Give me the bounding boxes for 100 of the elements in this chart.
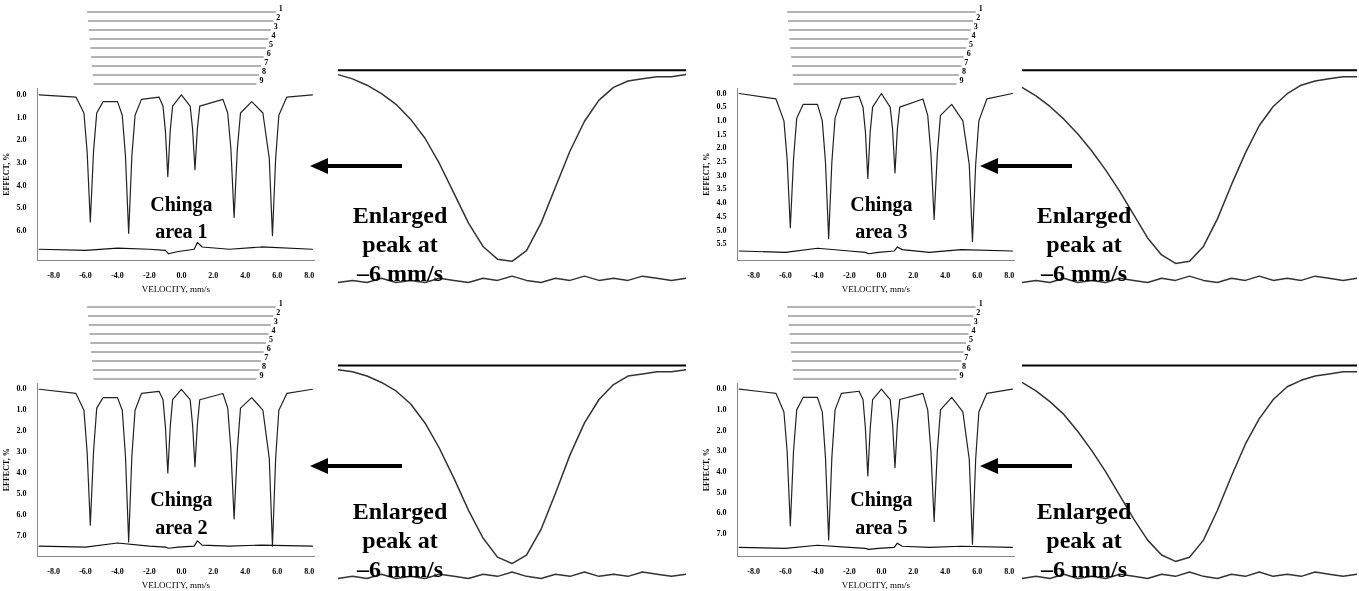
- text: 1: [278, 299, 283, 309]
- text: 3: [273, 22, 278, 32]
- text: 7: [264, 58, 269, 68]
- y-tick-label: 0.0: [16, 384, 27, 394]
- x-tick-label: 8.0: [1004, 271, 1015, 281]
- x-tick-label: 2.0: [208, 567, 219, 577]
- text: 5: [969, 335, 974, 345]
- y-tick-label: 1.0: [716, 404, 727, 414]
- text: 8: [961, 362, 966, 372]
- y-tick-label: 0.5: [716, 102, 727, 112]
- text: 8: [261, 67, 266, 77]
- text: 3: [973, 22, 978, 32]
- x-tick-label: -2.0: [843, 271, 856, 281]
- x-tick-label: 0.0: [876, 567, 887, 577]
- text: 3: [973, 317, 978, 327]
- x-tick-label: -8.0: [747, 271, 760, 281]
- text: 9: [259, 371, 264, 381]
- y-tick-label: 2.5: [716, 157, 727, 167]
- y-tick-label: 3.5: [716, 184, 727, 194]
- text: 9: [959, 371, 964, 381]
- y-axis-title: EFFECT, %: [1, 152, 11, 196]
- text: 7: [264, 353, 269, 363]
- text: 4: [271, 31, 276, 41]
- y-tick-label: 1.0: [16, 112, 27, 122]
- x-tick-label: -8.0: [47, 567, 60, 577]
- x-tick-label: 4.0: [940, 271, 951, 281]
- y-tick-label: 6.0: [16, 509, 27, 519]
- y-tick-label: 1.0: [16, 405, 27, 415]
- y-tick-label: 5.0: [716, 487, 727, 497]
- y-tick-label: 5.0: [16, 488, 27, 498]
- y-tick-label: 5.0: [16, 203, 27, 213]
- text: 3: [273, 317, 278, 327]
- text: 4: [971, 31, 976, 41]
- text: Chinga area 5: [850, 488, 913, 539]
- x-tick-label: -8.0: [747, 567, 760, 577]
- x-tick-label: 6.0: [972, 567, 983, 577]
- y-tick-label: 2.0: [16, 135, 27, 145]
- y-tick-label: 0.0: [716, 88, 727, 98]
- y-tick-label: 5.5: [716, 239, 727, 249]
- text: Chinga area 3: [850, 192, 913, 243]
- x-tick-label: 6.0: [272, 271, 283, 281]
- y-tick-label: 6.0: [716, 508, 727, 518]
- x-tick-label: -6.0: [779, 567, 792, 577]
- y-tick-label: 2.0: [716, 143, 727, 153]
- text: 8: [261, 362, 266, 372]
- x-tick-label: 8.0: [304, 271, 315, 281]
- y-tick-label: 4.0: [716, 466, 727, 476]
- y-tick-label: 3.0: [16, 158, 27, 168]
- y-tick-label: 2.0: [716, 425, 727, 435]
- x-axis-title: VELOCITY, mm/s: [141, 579, 211, 590]
- x-axis-title: VELOCITY, mm/s: [841, 283, 911, 294]
- text: 1: [978, 299, 983, 309]
- x-tick-label: 0.0: [176, 567, 187, 577]
- text: 8: [961, 67, 966, 77]
- annotation: Enlarged peak at –6 mm/s: [1036, 202, 1132, 286]
- x-tick-label: 8.0: [1004, 567, 1015, 577]
- x-tick-label: -4.0: [811, 567, 824, 577]
- x-tick-label: -6.0: [779, 271, 792, 281]
- y-tick-label: 3.0: [716, 170, 727, 180]
- text: 6: [266, 49, 271, 59]
- text: 6: [966, 344, 971, 354]
- y-axis-title: EFFECT, %: [701, 448, 711, 492]
- y-axis-title: EFFECT, %: [701, 152, 711, 196]
- y-tick-label: 4.0: [716, 198, 727, 208]
- x-tick-label: -8.0: [47, 271, 60, 281]
- x-tick-label: 4.0: [240, 567, 251, 577]
- y-tick-label: 1.5: [716, 129, 727, 139]
- x-tick-label: 2.0: [208, 271, 219, 281]
- x-tick-label: 0.0: [876, 271, 887, 281]
- text: 7: [964, 58, 969, 68]
- x-tick-label: -4.0: [111, 271, 124, 281]
- text: Chinga area 2: [150, 488, 213, 539]
- annotation: Enlarged peak at –6 mm/s: [1036, 498, 1132, 582]
- text: 5: [269, 335, 274, 345]
- text: 5: [969, 40, 974, 50]
- x-tick-label: -2.0: [143, 567, 156, 577]
- y-tick-label: 4.5: [716, 211, 727, 221]
- y-tick-label: 0.0: [716, 384, 727, 394]
- x-tick-label: 8.0: [304, 567, 315, 577]
- y-tick-label: 3.0: [716, 446, 727, 456]
- x-tick-label: 6.0: [972, 271, 983, 281]
- y-tick-label: 1.0: [716, 115, 727, 125]
- text: 1: [278, 4, 283, 14]
- text: 4: [971, 326, 976, 336]
- y-tick-label: 5.0: [716, 225, 727, 235]
- x-tick-label: 4.0: [940, 567, 951, 577]
- text: 9: [959, 76, 964, 86]
- x-tick-label: 4.0: [240, 271, 251, 281]
- x-tick-label: 0.0: [176, 271, 187, 281]
- y-tick-label: 7.0: [16, 530, 27, 540]
- x-tick-label: -2.0: [843, 567, 856, 577]
- x-tick-label: -4.0: [111, 567, 124, 577]
- y-tick-label: 4.0: [16, 180, 27, 190]
- text: 2: [976, 308, 981, 318]
- y-tick-label: 2.0: [16, 426, 27, 436]
- text: 2: [976, 13, 981, 23]
- y-tick-label: 3.0: [16, 447, 27, 457]
- x-axis-title: VELOCITY, mm/s: [141, 283, 211, 294]
- text: 5: [269, 40, 274, 50]
- y-tick-label: 7.0: [716, 528, 727, 538]
